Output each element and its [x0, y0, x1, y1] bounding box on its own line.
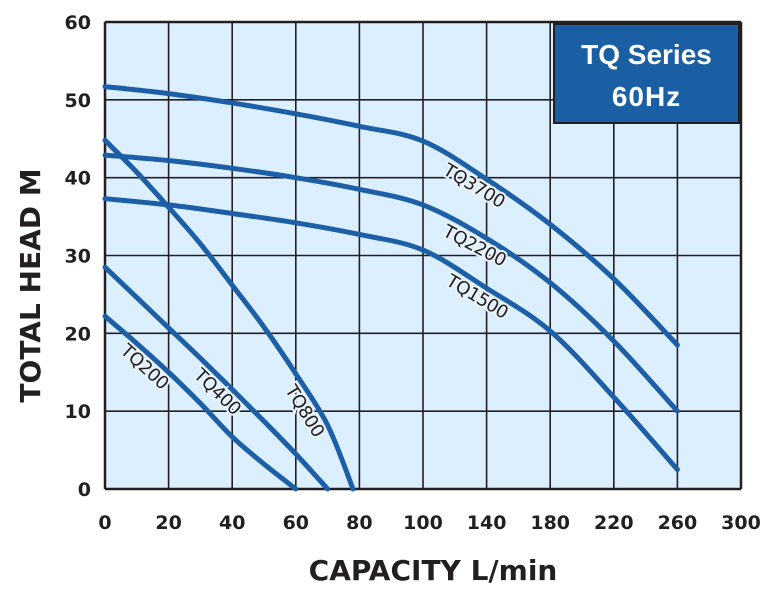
curve-tq3700 — [102, 84, 680, 348]
curve-tq800 — [102, 137, 356, 492]
x-tick-label: 60 — [283, 512, 309, 534]
tick-labels: 0 20 40 60 80 100 140 180 220 260 300 0 10 20 30 40 50 60 — [65, 12, 761, 534]
y-tick-label: 30 — [65, 246, 91, 268]
curve-tq1500 — [102, 196, 680, 473]
legend-frequency: 60Hz — [612, 81, 681, 112]
x-tick-label: 40 — [219, 512, 245, 534]
curve-tq2200 — [102, 152, 680, 414]
x-tick-label: 300 — [721, 512, 761, 534]
x-tick-label: 80 — [346, 512, 372, 534]
x-axis-title: CAPACITY L/min — [309, 554, 558, 587]
y-axis-title: TOTAL HEAD M — [14, 168, 47, 402]
x-tick-label: 0 — [98, 512, 111, 534]
y-tick-label: 60 — [65, 12, 91, 34]
x-tick-label: 260 — [658, 512, 698, 534]
curve-tq400 — [102, 264, 331, 492]
legend-title: TQ Series — [581, 39, 712, 70]
y-tick-label: 50 — [65, 90, 91, 112]
y-tick-label: 10 — [65, 401, 91, 423]
y-tick-label: 40 — [65, 168, 91, 190]
curve-tq200 — [102, 313, 299, 492]
legend-box-background — [553, 23, 740, 124]
x-tick-label: 180 — [530, 512, 570, 534]
x-tick-label: 100 — [403, 512, 443, 534]
x-tick-label: 20 — [155, 512, 181, 534]
series-legend-box: TQ Series 60Hz — [553, 23, 740, 124]
y-tick-label: 20 — [65, 323, 91, 345]
x-tick-label: 140 — [467, 512, 507, 534]
y-tick-label: 0 — [78, 479, 91, 501]
x-tick-label: 220 — [594, 512, 634, 534]
